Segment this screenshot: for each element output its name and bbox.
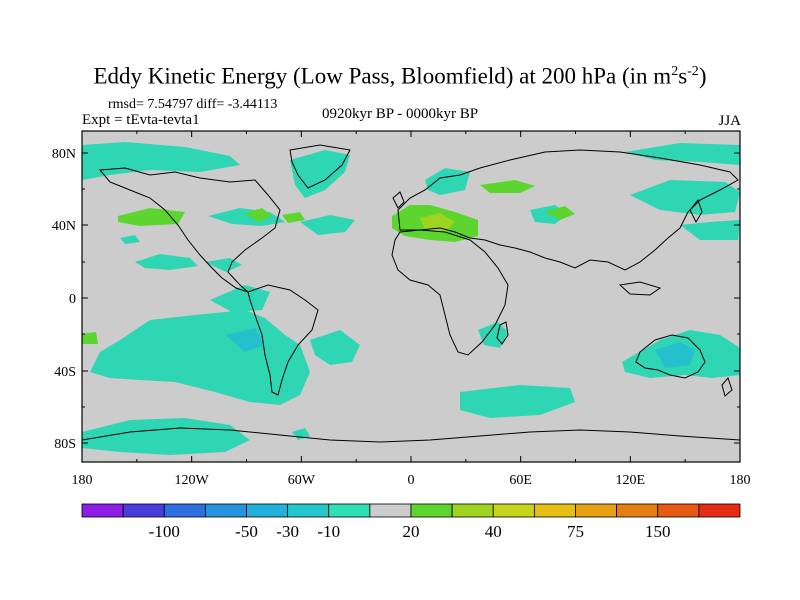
lon-label: 0 bbox=[408, 473, 415, 488]
colorbar-label: 40 bbox=[485, 522, 502, 541]
new-zealand-coast bbox=[721, 377, 733, 397]
season-label: JJA bbox=[718, 113, 741, 129]
colorbar-label: -50 bbox=[235, 522, 258, 541]
anomaly-arctic-west bbox=[82, 142, 240, 180]
colorbar-swatch bbox=[81, 503, 124, 518]
lon-label: 180 bbox=[730, 473, 751, 488]
anomaly-asia-east bbox=[630, 180, 740, 215]
map-background bbox=[82, 131, 740, 462]
colorbar-swatch bbox=[204, 503, 247, 518]
positive-strong-regions bbox=[420, 213, 455, 232]
lat-label: 80S bbox=[54, 437, 76, 452]
colorbar-label: -10 bbox=[317, 522, 340, 541]
greenland-coast bbox=[289, 144, 351, 189]
colorbar-swatch bbox=[163, 503, 206, 518]
colorbar-label: 20 bbox=[403, 522, 420, 541]
africa-coast bbox=[391, 229, 509, 356]
lon-label: 120E bbox=[616, 473, 646, 488]
colorbar-label: -100 bbox=[149, 522, 180, 541]
australia-coast bbox=[635, 334, 706, 379]
colorbar-swatch bbox=[533, 503, 576, 518]
anomaly-pacific-east bbox=[135, 254, 198, 270]
anomaly-atlantic bbox=[300, 215, 355, 235]
lat-label: 40N bbox=[52, 219, 76, 234]
anomaly-pos-atlantic-2 bbox=[282, 212, 305, 223]
colorbar-swatch bbox=[328, 503, 371, 518]
europe-asia-coast bbox=[397, 149, 739, 271]
colorbar-swatch bbox=[122, 503, 165, 518]
experiment-label: Expt = tEvta-tevta1 bbox=[82, 112, 200, 128]
colorbar-swatch bbox=[657, 503, 700, 518]
axis-ticks: 80N 40N 0 40S 80S 180 120W 60W 0 60E 120E 180 bbox=[52, 131, 751, 488]
anomaly-greenland-canada bbox=[290, 150, 350, 198]
anomaly-strong-south-pacific bbox=[225, 328, 265, 352]
colorbar-swatch bbox=[246, 503, 289, 518]
anomaly-pos-atlantic bbox=[245, 208, 272, 222]
anomaly-strong-mediterranean bbox=[420, 213, 455, 232]
anomaly-pos-russia bbox=[480, 180, 535, 193]
anomaly-pos-asia bbox=[545, 206, 575, 220]
lat-label: 0 bbox=[69, 292, 76, 307]
anomaly-nw-pacific bbox=[680, 220, 740, 240]
colorbar-swatch bbox=[451, 503, 494, 518]
anomaly-pos-pacific-north bbox=[118, 208, 185, 226]
anomaly-small-pacific bbox=[120, 235, 140, 244]
colorbar-swatch bbox=[369, 503, 412, 518]
stats-label: rmsd= 7.54797 diff= -3.44113 bbox=[108, 97, 278, 112]
colorbar-label: -30 bbox=[276, 522, 299, 541]
lat-label: 80N bbox=[52, 147, 76, 162]
anomaly-indian-ocean bbox=[460, 385, 575, 418]
anomaly-antarctic bbox=[82, 418, 250, 455]
coastlines bbox=[82, 144, 740, 443]
colorbar-label: 75 bbox=[567, 522, 584, 541]
indonesia-coast bbox=[618, 281, 662, 296]
north-america-coast bbox=[98, 167, 281, 293]
anomaly-south-pacific-north bbox=[210, 285, 270, 312]
lat-label: 40S bbox=[54, 365, 76, 380]
colorbar: -100 -50 -30 -10 20 40 75 150 bbox=[81, 503, 741, 541]
south-america-coast bbox=[247, 284, 319, 396]
negative-anomaly-regions bbox=[82, 142, 740, 455]
colorbar-swatch bbox=[492, 503, 535, 518]
colorbar-swatch bbox=[410, 503, 453, 518]
anomaly-pos-south-atlantic bbox=[82, 332, 98, 344]
anomaly-arctic-east bbox=[625, 143, 740, 165]
antarctica-coast bbox=[82, 427, 740, 443]
colorbar-swatch bbox=[287, 503, 330, 518]
japan-coast bbox=[689, 198, 703, 224]
colorbar-swatch bbox=[575, 503, 618, 518]
lon-label: 180 bbox=[72, 473, 93, 488]
colorbar-swatch bbox=[616, 503, 659, 518]
anomaly-strong-australia bbox=[655, 342, 695, 368]
colorbar-label: 150 bbox=[645, 522, 671, 541]
anomaly-south-atlantic bbox=[310, 330, 360, 365]
lon-label: 120W bbox=[175, 473, 210, 488]
negative-strong-regions bbox=[225, 328, 695, 368]
period-label: 0920kyr BP - 0000kyr BP bbox=[322, 106, 479, 122]
madagascar-coast bbox=[496, 321, 509, 345]
lon-label: 60W bbox=[288, 473, 316, 488]
lon-label: 60E bbox=[509, 473, 532, 488]
plot-title: Eddy Kinetic Energy (Low Pass, Bloomfiel… bbox=[93, 63, 707, 89]
colorbar-swatch bbox=[698, 503, 741, 518]
uk-coast bbox=[392, 191, 405, 209]
